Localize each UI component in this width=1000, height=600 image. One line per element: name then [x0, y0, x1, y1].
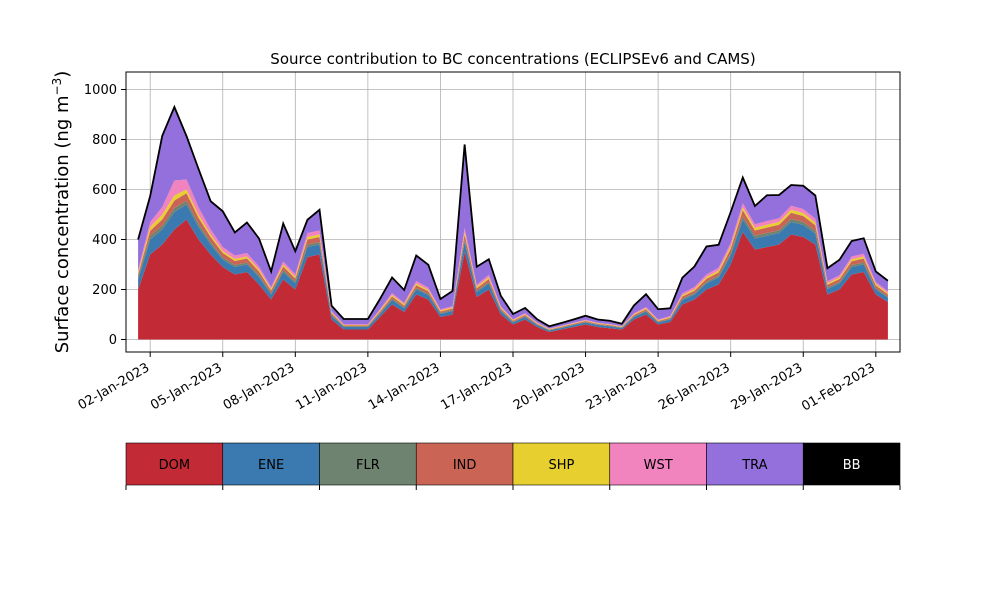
legend-swatch-dom: [125, 442, 224, 486]
y-tick-label: 1000: [84, 83, 117, 98]
x-tick-label: 05-Jan-2023: [148, 360, 225, 413]
x-tick-label: 08-Jan-2023: [221, 360, 298, 413]
x-tick-label: 14-Jan-2023: [366, 360, 443, 413]
y-tick-label: 0: [109, 333, 117, 348]
x-tick-label: 11-Jan-2023: [293, 360, 370, 413]
y-axis-label-close: ): [52, 71, 73, 78]
y-tick-label: 600: [92, 183, 117, 198]
legend-swatch-tra: [706, 442, 804, 486]
x-axis-ticks: 02-Jan-202305-Jan-202308-Jan-202311-Jan-…: [76, 352, 878, 414]
y-axis-ticks: 0 200 400 600 800 1000: [84, 83, 126, 348]
x-tick-label: 26-Jan-2023: [656, 360, 733, 413]
area-dom: [138, 219, 888, 340]
legend-swatch-flr: [319, 442, 417, 486]
legend-swatch-ind: [415, 442, 514, 486]
x-tick-label: 29-Jan-2023: [729, 360, 806, 413]
stacked-areas: [138, 107, 888, 340]
chart-title: Source contribution to BC concentrations…: [270, 50, 755, 68]
total-line-group: [137, 104, 889, 328]
y-tick-label: 400: [92, 233, 117, 248]
legend-label-wst: WST: [644, 458, 673, 473]
y-tick-label: 200: [92, 283, 117, 298]
x-tick-label: 20-Jan-2023: [511, 360, 588, 413]
legend-label-flr: FLR: [356, 458, 380, 473]
legend-label-dom: DOM: [159, 458, 190, 473]
legend-swatch-bb: [802, 442, 901, 486]
legend-label-ene: ENE: [258, 458, 284, 473]
area-tra: [138, 108, 888, 329]
legend-label-bb: BB: [843, 458, 861, 473]
legend-swatch-ene: [222, 442, 320, 486]
x-tick-label: 02-Jan-2023: [76, 360, 153, 413]
legend-label-shp: SHP: [548, 458, 574, 473]
y-axis-label-main: Surface concentration (ng m: [52, 95, 73, 353]
x-tick-label: 01-Feb-2023: [799, 360, 878, 414]
y-tick-label: 800: [92, 133, 117, 148]
y-axis-label-sup: −3: [50, 78, 64, 96]
legend-label-tra: TRA: [741, 458, 767, 473]
x-tick-label: 23-Jan-2023: [584, 360, 661, 413]
legend-swatch-wst: [609, 442, 707, 486]
legend-label-ind: IND: [453, 458, 477, 473]
total-line: [137, 104, 889, 328]
legend-swatch-shp: [512, 442, 611, 486]
legend: DOM ENE FLR IND SHP WST TRA BB: [125, 442, 901, 490]
x-tick-label: 17-Jan-2023: [438, 360, 515, 413]
y-axis-label: Surface concentration (ng m−3): [50, 71, 73, 354]
